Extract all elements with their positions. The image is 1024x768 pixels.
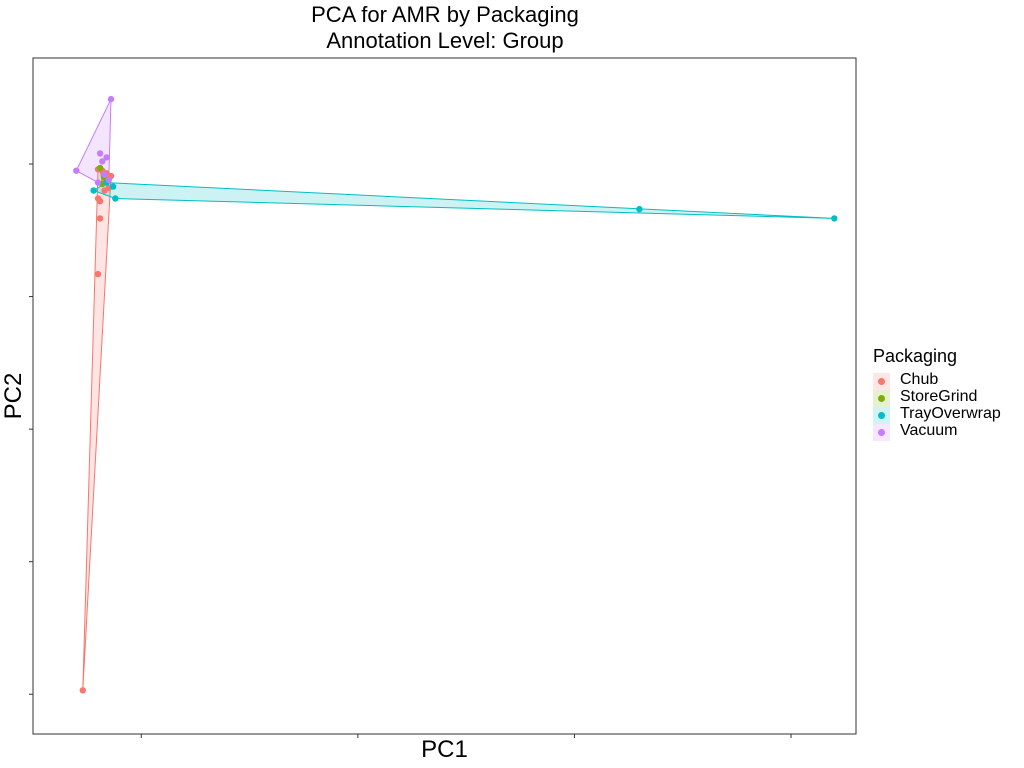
point-chub-4	[94, 195, 102, 202]
point-trayoverwrap-3	[636, 205, 643, 213]
point-vacuum-6	[101, 171, 108, 178]
point-vacuum-0	[73, 167, 80, 174]
chart-title: PCA for AMR by Packaging	[311, 2, 579, 27]
legend-key-chub	[873, 373, 890, 390]
legend-key-trayoverwrap	[873, 407, 890, 424]
x-axis-title: PC1	[421, 736, 468, 763]
point-vacuum-1	[107, 95, 115, 103]
legend-item-vacuum: Vacuum	[873, 422, 958, 441]
legend-label-vacuum: Vacuum	[900, 422, 958, 439]
legend: Packaging Chub StoreGrind TrayOverwrap V…	[873, 346, 1001, 441]
legend-label-chub: Chub	[900, 371, 939, 388]
x-axis-ticks	[140, 734, 792, 738]
legend-label-storegrind: StoreGrind	[900, 388, 978, 405]
legend-item-storegrind: StoreGrind	[873, 388, 977, 407]
point-trayoverwrap-4	[831, 215, 838, 222]
legend-title: Packaging	[873, 346, 958, 366]
point-vacuum-3	[96, 150, 104, 157]
hull-vacuum	[75, 98, 112, 184]
legend-key-vacuum	[873, 424, 890, 441]
legend-label-trayoverwrap: TrayOverwrap	[900, 405, 1001, 422]
point-chub-2	[96, 215, 104, 222]
y-axis-ticks	[29, 163, 33, 695]
y-axis-title: PC2	[0, 372, 27, 420]
legend-item-chub: Chub	[873, 371, 957, 390]
point-vacuum-5	[99, 158, 106, 165]
point-chub-1	[94, 270, 102, 278]
legend-item-trayoverwrap: TrayOverwrap	[873, 405, 1001, 424]
hull-trayoverwrap	[92, 182, 835, 219]
legend-key-storegrind	[873, 390, 890, 407]
point-vacuum-7	[105, 176, 113, 184]
point-trayoverwrap-0	[90, 187, 97, 194]
point-trayoverwrap-2	[112, 195, 119, 202]
chart-subtitle: Annotation Level: Group	[326, 28, 564, 53]
point-chub-0	[79, 687, 87, 694]
point-vacuum-4	[103, 154, 110, 161]
point-trayoverwrap-1	[109, 183, 117, 190]
hulls-layer	[75, 98, 835, 691]
points-layer	[73, 95, 838, 694]
point-storegrind-0	[96, 164, 104, 172]
hull-chub	[82, 168, 112, 691]
plot-panel-border	[32, 57, 857, 735]
point-vacuum-2	[94, 179, 102, 186]
